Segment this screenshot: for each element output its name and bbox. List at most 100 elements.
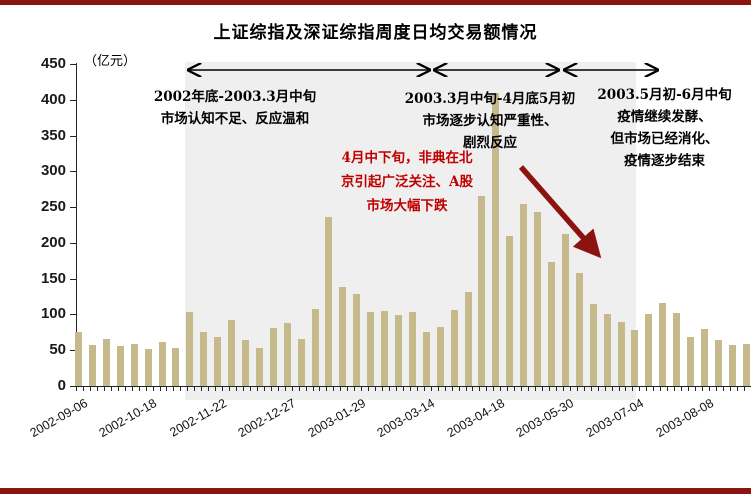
bar xyxy=(464,291,472,386)
x-axis-tick xyxy=(437,387,439,391)
x-axis-tick xyxy=(96,387,98,391)
x-axis-tick xyxy=(395,387,397,391)
x-axis-tick-label: 2003-05-30 xyxy=(514,396,577,441)
bar xyxy=(408,311,416,386)
annotation-phase3: 2003.5月初-6月中旬 疫情继续发酵、 但市场已经消化、 疫情逐步结束 xyxy=(578,84,751,172)
bar xyxy=(255,348,263,386)
bar xyxy=(186,311,194,386)
x-axis-tick-label: 2003-07-04 xyxy=(583,396,646,441)
x-axis-tick xyxy=(76,387,77,391)
bar xyxy=(617,321,625,386)
bar xyxy=(241,339,249,386)
x-axis-tick-label: 2002-11-22 xyxy=(167,396,229,440)
y-axis-tick xyxy=(70,171,77,173)
annotation-line: 市场大幅下跌 xyxy=(366,198,448,214)
x-axis-tick xyxy=(347,387,349,391)
x-axis-tick xyxy=(451,387,453,391)
y-axis-tick-label: 100 xyxy=(40,305,66,323)
bar xyxy=(478,196,486,386)
x-axis-tick xyxy=(284,387,286,391)
x-axis-tick xyxy=(305,387,307,391)
y-axis-tick xyxy=(70,207,77,209)
x-axis-tick xyxy=(722,387,724,391)
x-axis-tick xyxy=(479,387,481,391)
x-axis-tick xyxy=(430,387,432,391)
x-axis-tick xyxy=(736,387,738,391)
bar xyxy=(172,348,180,386)
x-axis-tick xyxy=(208,387,210,391)
x-axis-tick xyxy=(618,387,620,391)
bar xyxy=(534,212,541,386)
x-axis-tick xyxy=(604,387,606,391)
x-axis-tick xyxy=(382,387,383,391)
x-axis-tick xyxy=(83,387,84,391)
sars-note: 4月中下旬，非典在北 京引起广泛关注、A股 市场大幅下跌 xyxy=(318,146,496,218)
x-axis-tick xyxy=(702,387,703,391)
x-axis-tick xyxy=(263,387,265,391)
x-axis-tick xyxy=(312,387,314,391)
bar xyxy=(325,217,333,386)
annotation-line: 但市场已经消化、 xyxy=(610,131,719,147)
x-axis-tick xyxy=(458,387,460,391)
x-axis-tick xyxy=(597,387,599,391)
y-axis-tick-label: 300 xyxy=(40,162,66,180)
x-axis-tick xyxy=(555,387,557,391)
x-axis-tick xyxy=(681,387,683,391)
bar xyxy=(144,348,152,386)
annotation-line: 市场逐步认知严重性、 xyxy=(422,113,558,129)
x-axis-tick xyxy=(215,387,217,391)
x-axis-tick xyxy=(611,387,613,391)
x-axis-tick xyxy=(528,387,530,391)
x-axis-tick xyxy=(319,387,321,391)
bar xyxy=(130,343,138,386)
x-axis-tick xyxy=(667,387,669,391)
x-axis-tick xyxy=(201,387,203,391)
x-axis-tick xyxy=(521,387,523,391)
x-axis-tick xyxy=(542,387,543,391)
bar xyxy=(450,310,458,386)
y-axis-unit-label: （亿元） xyxy=(84,54,137,69)
x-axis-tick xyxy=(472,387,474,391)
x-axis-tick xyxy=(583,387,585,391)
annotation-line: 4月中下旬，非典在北 xyxy=(341,150,473,166)
annotation-line: 疫情继续发酵、 xyxy=(617,109,712,125)
x-axis-tick-label: 2003-01-29 xyxy=(305,396,368,441)
annotation-phase2: 2003.3月中旬-4月底5月初 市场逐步认知严重性、 剧烈反应 xyxy=(352,88,628,154)
bar xyxy=(102,338,110,386)
x-axis-tick xyxy=(562,387,564,391)
y-axis-line xyxy=(76,63,78,387)
bar xyxy=(575,272,583,386)
bar xyxy=(283,323,291,386)
x-axis-tick xyxy=(277,387,279,391)
x-axis-tick xyxy=(354,387,356,391)
bar xyxy=(116,345,124,386)
x-axis-tick xyxy=(625,387,627,391)
bar xyxy=(547,262,555,386)
x-axis-tick xyxy=(576,387,578,391)
y-axis-tick xyxy=(70,135,77,137)
x-axis-tick xyxy=(708,387,710,391)
x-axis-tick xyxy=(444,387,446,391)
x-axis-tick xyxy=(166,387,168,391)
x-axis-tick xyxy=(131,387,133,391)
x-axis-tick xyxy=(486,387,488,391)
chart-title: 上证综指及深证综指周度日均交易额情况 xyxy=(213,23,538,43)
bar xyxy=(589,304,597,386)
bar xyxy=(228,320,235,386)
x-axis-tick-label: 2002-09-06 xyxy=(27,396,90,441)
x-axis-tick xyxy=(145,387,147,391)
y-axis-tick-label: 250 xyxy=(40,198,66,216)
bar xyxy=(88,345,96,386)
x-axis-tick xyxy=(535,387,536,391)
bar xyxy=(297,338,305,386)
y-axis-tick xyxy=(70,99,77,101)
x-axis-tick-label: 2002-12-27 xyxy=(235,396,299,441)
x-axis-tick xyxy=(507,387,509,391)
bar xyxy=(673,313,681,386)
annotation-line: 京引起广泛关注、A股 xyxy=(341,174,473,190)
x-axis-tick xyxy=(653,387,655,391)
y-axis-tick xyxy=(70,64,77,65)
annotation-line: 剧烈反应 xyxy=(463,135,517,151)
bar xyxy=(339,287,347,386)
